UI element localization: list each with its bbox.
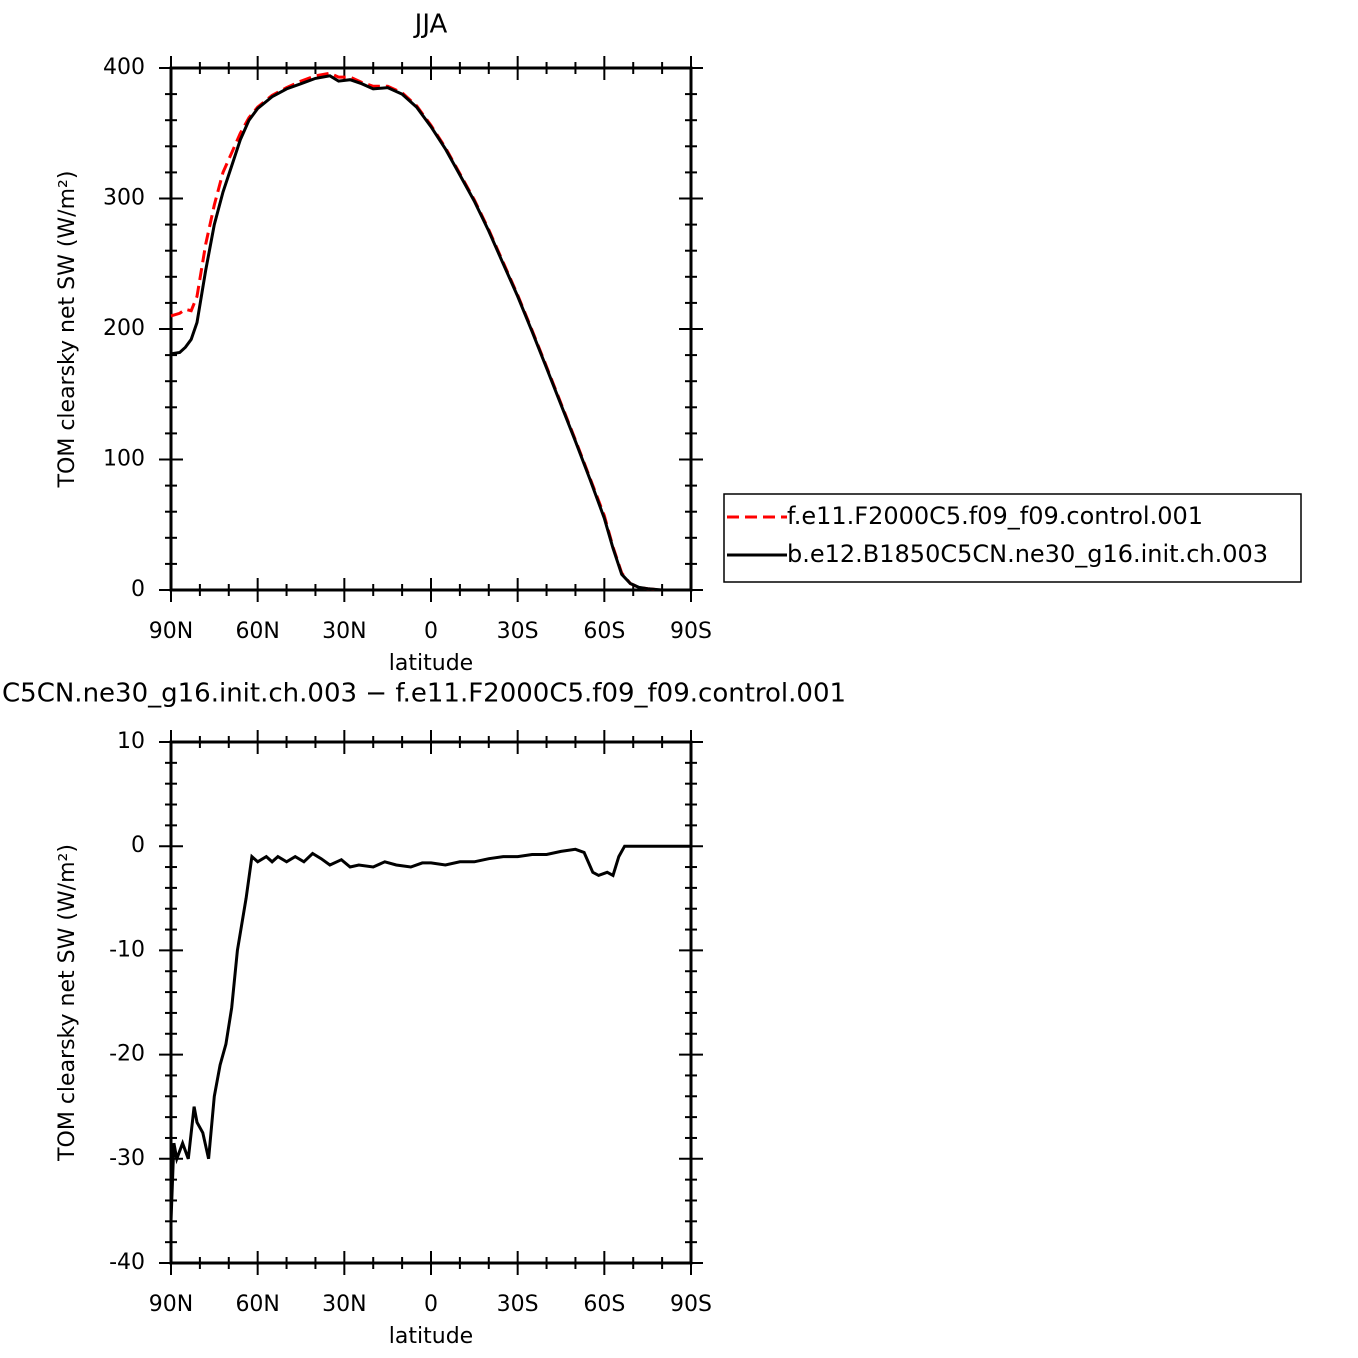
y-tick-label: 10 bbox=[117, 729, 145, 754]
x-axis-label: latitude bbox=[389, 1324, 473, 1349]
legend-label: b.e12.B1850C5CN.ne30_g16.init.ch.003 bbox=[787, 540, 1268, 568]
plot-frame bbox=[169, 66, 693, 592]
chart-title: C5CN.ne30_g16.init.ch.003 − f.e11.F2000C… bbox=[2, 679, 846, 709]
y-tick-label: -20 bbox=[109, 1042, 145, 1067]
y-tick-label: 300 bbox=[103, 186, 145, 211]
x-tick-label: 60S bbox=[583, 1292, 625, 1317]
y-axis-label: TOM clearsky net SW (W/m²) bbox=[55, 171, 80, 489]
plot-frame bbox=[169, 740, 693, 1265]
y-tick-label: -10 bbox=[109, 937, 145, 962]
legend-label: f.e11.F2000C5.f09_f09.control.001 bbox=[787, 502, 1203, 530]
x-tick-label: 0 bbox=[424, 619, 438, 644]
x-tick-label: 90N bbox=[149, 619, 193, 644]
x-tick-label: 0 bbox=[424, 1292, 438, 1317]
y-tick-label: 200 bbox=[103, 316, 145, 341]
x-tick-label: 30N bbox=[322, 619, 366, 644]
y-tick-label: 100 bbox=[103, 447, 145, 472]
legend-box bbox=[723, 493, 1302, 583]
x-tick-label: 30S bbox=[497, 619, 539, 644]
x-tick-label: 30N bbox=[322, 1292, 366, 1317]
y-axis-label: TOM clearsky net SW (W/m²) bbox=[55, 844, 80, 1162]
data-line bbox=[169, 844, 691, 1222]
chart-title: JJA bbox=[413, 10, 448, 40]
x-tick-label: 60N bbox=[235, 1292, 279, 1317]
x-tick-label: 90S bbox=[670, 1292, 712, 1317]
x-axis-label: latitude bbox=[389, 651, 473, 676]
x-tick-label: 60S bbox=[583, 619, 625, 644]
data-line bbox=[170, 74, 691, 592]
y-tick-label: 400 bbox=[103, 55, 145, 80]
y-tick-label: -30 bbox=[109, 1146, 145, 1171]
y-tick-label: -40 bbox=[109, 1250, 145, 1275]
x-tick-label: 90N bbox=[149, 1292, 193, 1317]
y-tick-label: 0 bbox=[131, 577, 145, 602]
x-tick-label: 30S bbox=[497, 1292, 539, 1317]
y-tick-label: 0 bbox=[131, 833, 145, 858]
x-tick-label: 60N bbox=[235, 619, 279, 644]
data-line bbox=[170, 71, 691, 592]
x-tick-label: 90S bbox=[670, 619, 712, 644]
